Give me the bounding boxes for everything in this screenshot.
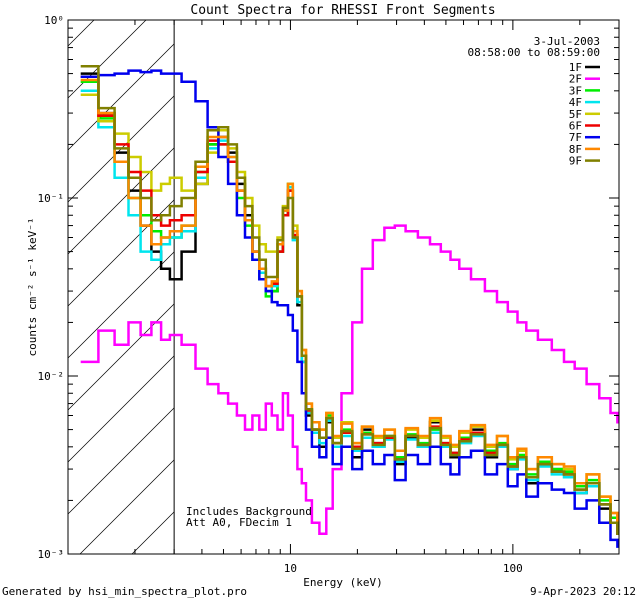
legend-label-7f: 7F [569,131,582,144]
hatch-line [68,251,175,359]
hatch-line [68,355,175,463]
legend-label-9f: 9F [569,155,582,168]
legend-label-8f: 8F [569,143,582,156]
legend-label-2f: 2F [569,73,582,86]
hatch-line [68,147,175,255]
footer-timestamp: 9-Apr-2023 20:12 [530,585,636,598]
hatch-line [68,20,147,99]
series-line-4f [80,89,619,535]
axis-ticks [67,20,620,555]
x-axis-label: Energy (keV) [303,576,382,589]
footer-generated-by: Generated by hsi_min_spectra_plot.pro [2,585,247,598]
x-tick-label-10: 10 [284,562,297,575]
date-label: 3-Jul-2003 [534,35,600,48]
legend-label-3f: 3F [569,84,582,97]
hatch-line [68,199,175,307]
hatch-line [68,407,175,515]
note-attenuator: Att A0, FDecim 1 [186,516,292,529]
x-tick-label-100: 100 [503,562,523,575]
time-range-label: 08:58:00 to 08:59:00 [468,46,600,59]
y-tick-label-0.1: 10⁻¹ [38,192,65,205]
series-line-8f [80,78,619,524]
hatch-line [68,95,175,203]
legend-label-4f: 4F [569,96,582,109]
plot-frame [67,19,620,555]
y-tick-label-0.001: 10⁻³ [38,548,65,561]
series-line-9f [80,64,619,535]
legend-label-1f: 1F [569,61,582,74]
y-tick-label-1: 10⁰ [44,14,64,27]
series-line-5f [80,93,619,524]
chart-title: Count Spectra for RHESSI Front Segments [190,3,495,18]
hatch-line [79,459,175,554]
series-line-7f [80,69,619,548]
series-line-2f [80,224,619,535]
series-line-3f [80,80,619,530]
hatch-line [68,303,175,411]
attenuator-hatch-region [68,20,175,554]
note-background: Includes Background [186,505,312,518]
legend-label-6f: 6F [569,120,582,133]
y-tick-label-0.01: 10⁻² [38,370,65,383]
series-group [80,64,619,548]
legend-label-5f: 5F [569,108,582,121]
y-axis-label: counts cm⁻² s⁻¹ keV⁻¹ [26,217,39,356]
hatch-line [68,20,95,47]
